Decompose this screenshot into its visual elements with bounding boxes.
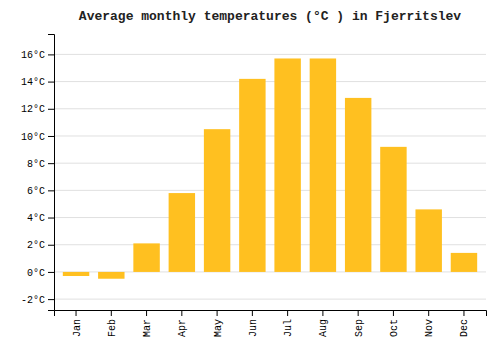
- tick-mark: [322, 310, 323, 316]
- grid-line: [54, 190, 486, 191]
- y-tick: 8°C: [27, 159, 54, 170]
- tick-mark: [48, 190, 54, 191]
- grid-line: [54, 163, 486, 164]
- x-tick: Mar: [142, 310, 153, 337]
- tick-mark: [48, 245, 54, 246]
- x-tick: Oct: [389, 310, 400, 337]
- bar: [204, 129, 230, 272]
- x-tick: Jul: [283, 310, 294, 337]
- tick-mark: [48, 109, 54, 110]
- tick-label: Oct: [389, 319, 400, 337]
- tick-label: Nov: [424, 319, 435, 337]
- grid: [54, 54, 486, 299]
- x-tick: Nov: [424, 310, 435, 337]
- y-tick: 2°C: [27, 240, 54, 251]
- tick-mark: [146, 310, 147, 316]
- tick-mark: [48, 136, 54, 137]
- bar: [63, 272, 89, 276]
- grid-line: [54, 81, 486, 82]
- axis-line: [55, 311, 487, 317]
- tick-label: 12°C: [21, 104, 45, 115]
- tick-label: May: [213, 319, 224, 337]
- tick-mark: [428, 310, 429, 316]
- tick-label: Dec: [459, 319, 470, 337]
- tick-label: Jun: [248, 319, 259, 337]
- x-tick: Aug: [318, 310, 329, 337]
- bar: [169, 193, 195, 272]
- bars: [63, 58, 477, 278]
- axis-line: [48, 35, 55, 311]
- tick-label: 8°C: [27, 159, 45, 170]
- tick-mark: [463, 310, 464, 316]
- y-tick: 4°C: [27, 213, 54, 224]
- tick-mark: [48, 163, 54, 164]
- tick-mark: [287, 310, 288, 316]
- tick-mark: [48, 299, 54, 300]
- tick-mark: [252, 310, 253, 316]
- tick-label: 6°C: [27, 186, 45, 197]
- tick-label: 16°C: [21, 50, 45, 61]
- y-tick: 12°C: [21, 104, 54, 115]
- bar: [239, 79, 265, 272]
- tick-mark: [48, 272, 54, 273]
- bar: [98, 272, 124, 279]
- x-tick: Jun: [248, 310, 259, 337]
- x-tick: May: [213, 310, 224, 337]
- x-tick: Dec: [459, 310, 470, 337]
- x-tick: Sep: [354, 310, 365, 337]
- grid-line: [54, 135, 486, 136]
- tick-label: Sep: [354, 319, 365, 337]
- bar: [345, 98, 371, 272]
- y-tick: 0°C: [27, 268, 54, 279]
- y-tick: 14°C: [21, 77, 54, 88]
- tick-mark: [48, 218, 54, 219]
- x-tick: Apr: [177, 310, 188, 337]
- tick-label: -2°C: [21, 295, 45, 306]
- y-tick: 10°C: [21, 132, 54, 143]
- x-axis: Jan Feb Mar Apr May Jun Jul Aug Sep Oct Nov Dec: [55, 310, 487, 337]
- tick-mark: [48, 54, 54, 55]
- tick-label: Jan: [72, 319, 83, 337]
- tick-label: 0°C: [27, 268, 45, 279]
- tick-mark: [181, 310, 182, 316]
- grid-line: [54, 54, 486, 55]
- y-tick: -2°C: [21, 295, 54, 306]
- tick-mark: [217, 310, 218, 316]
- tick-label: Mar: [142, 319, 153, 337]
- bar: [310, 58, 336, 271]
- tick-mark: [393, 310, 394, 316]
- x-tick: Feb: [107, 310, 118, 337]
- tick-label: 14°C: [21, 77, 45, 88]
- tick-mark: [111, 310, 112, 316]
- bar: [380, 147, 406, 272]
- y-tick: 6°C: [27, 186, 54, 197]
- tick-label: 10°C: [21, 132, 45, 143]
- bar: [133, 243, 159, 272]
- tick-label: Jul: [283, 319, 294, 337]
- tick-label: 2°C: [27, 240, 45, 251]
- tick-label: Feb: [107, 319, 118, 337]
- y-axis: -2°C 0°C 2°C 4°C 6°C 8°C 10°C 12°C 14°C 16°C: [21, 35, 55, 311]
- bar: [415, 209, 441, 272]
- grid-line: [54, 299, 486, 300]
- tick-label: Apr: [177, 319, 188, 337]
- x-tick: Jan: [72, 310, 83, 337]
- bar: [274, 58, 300, 271]
- title: Average monthly temperatures (°C ) in Fj…: [79, 9, 461, 24]
- tick-mark: [76, 310, 77, 316]
- grid-line: [54, 108, 486, 109]
- tick-label: Aug: [318, 319, 329, 337]
- chart: Average monthly temperatures (°C ) in Fj…: [0, 0, 500, 350]
- y-tick: 16°C: [21, 50, 54, 61]
- tick-mark: [48, 82, 54, 83]
- tick-label: 4°C: [27, 213, 45, 224]
- bar: [451, 253, 477, 272]
- tick-mark: [358, 310, 359, 316]
